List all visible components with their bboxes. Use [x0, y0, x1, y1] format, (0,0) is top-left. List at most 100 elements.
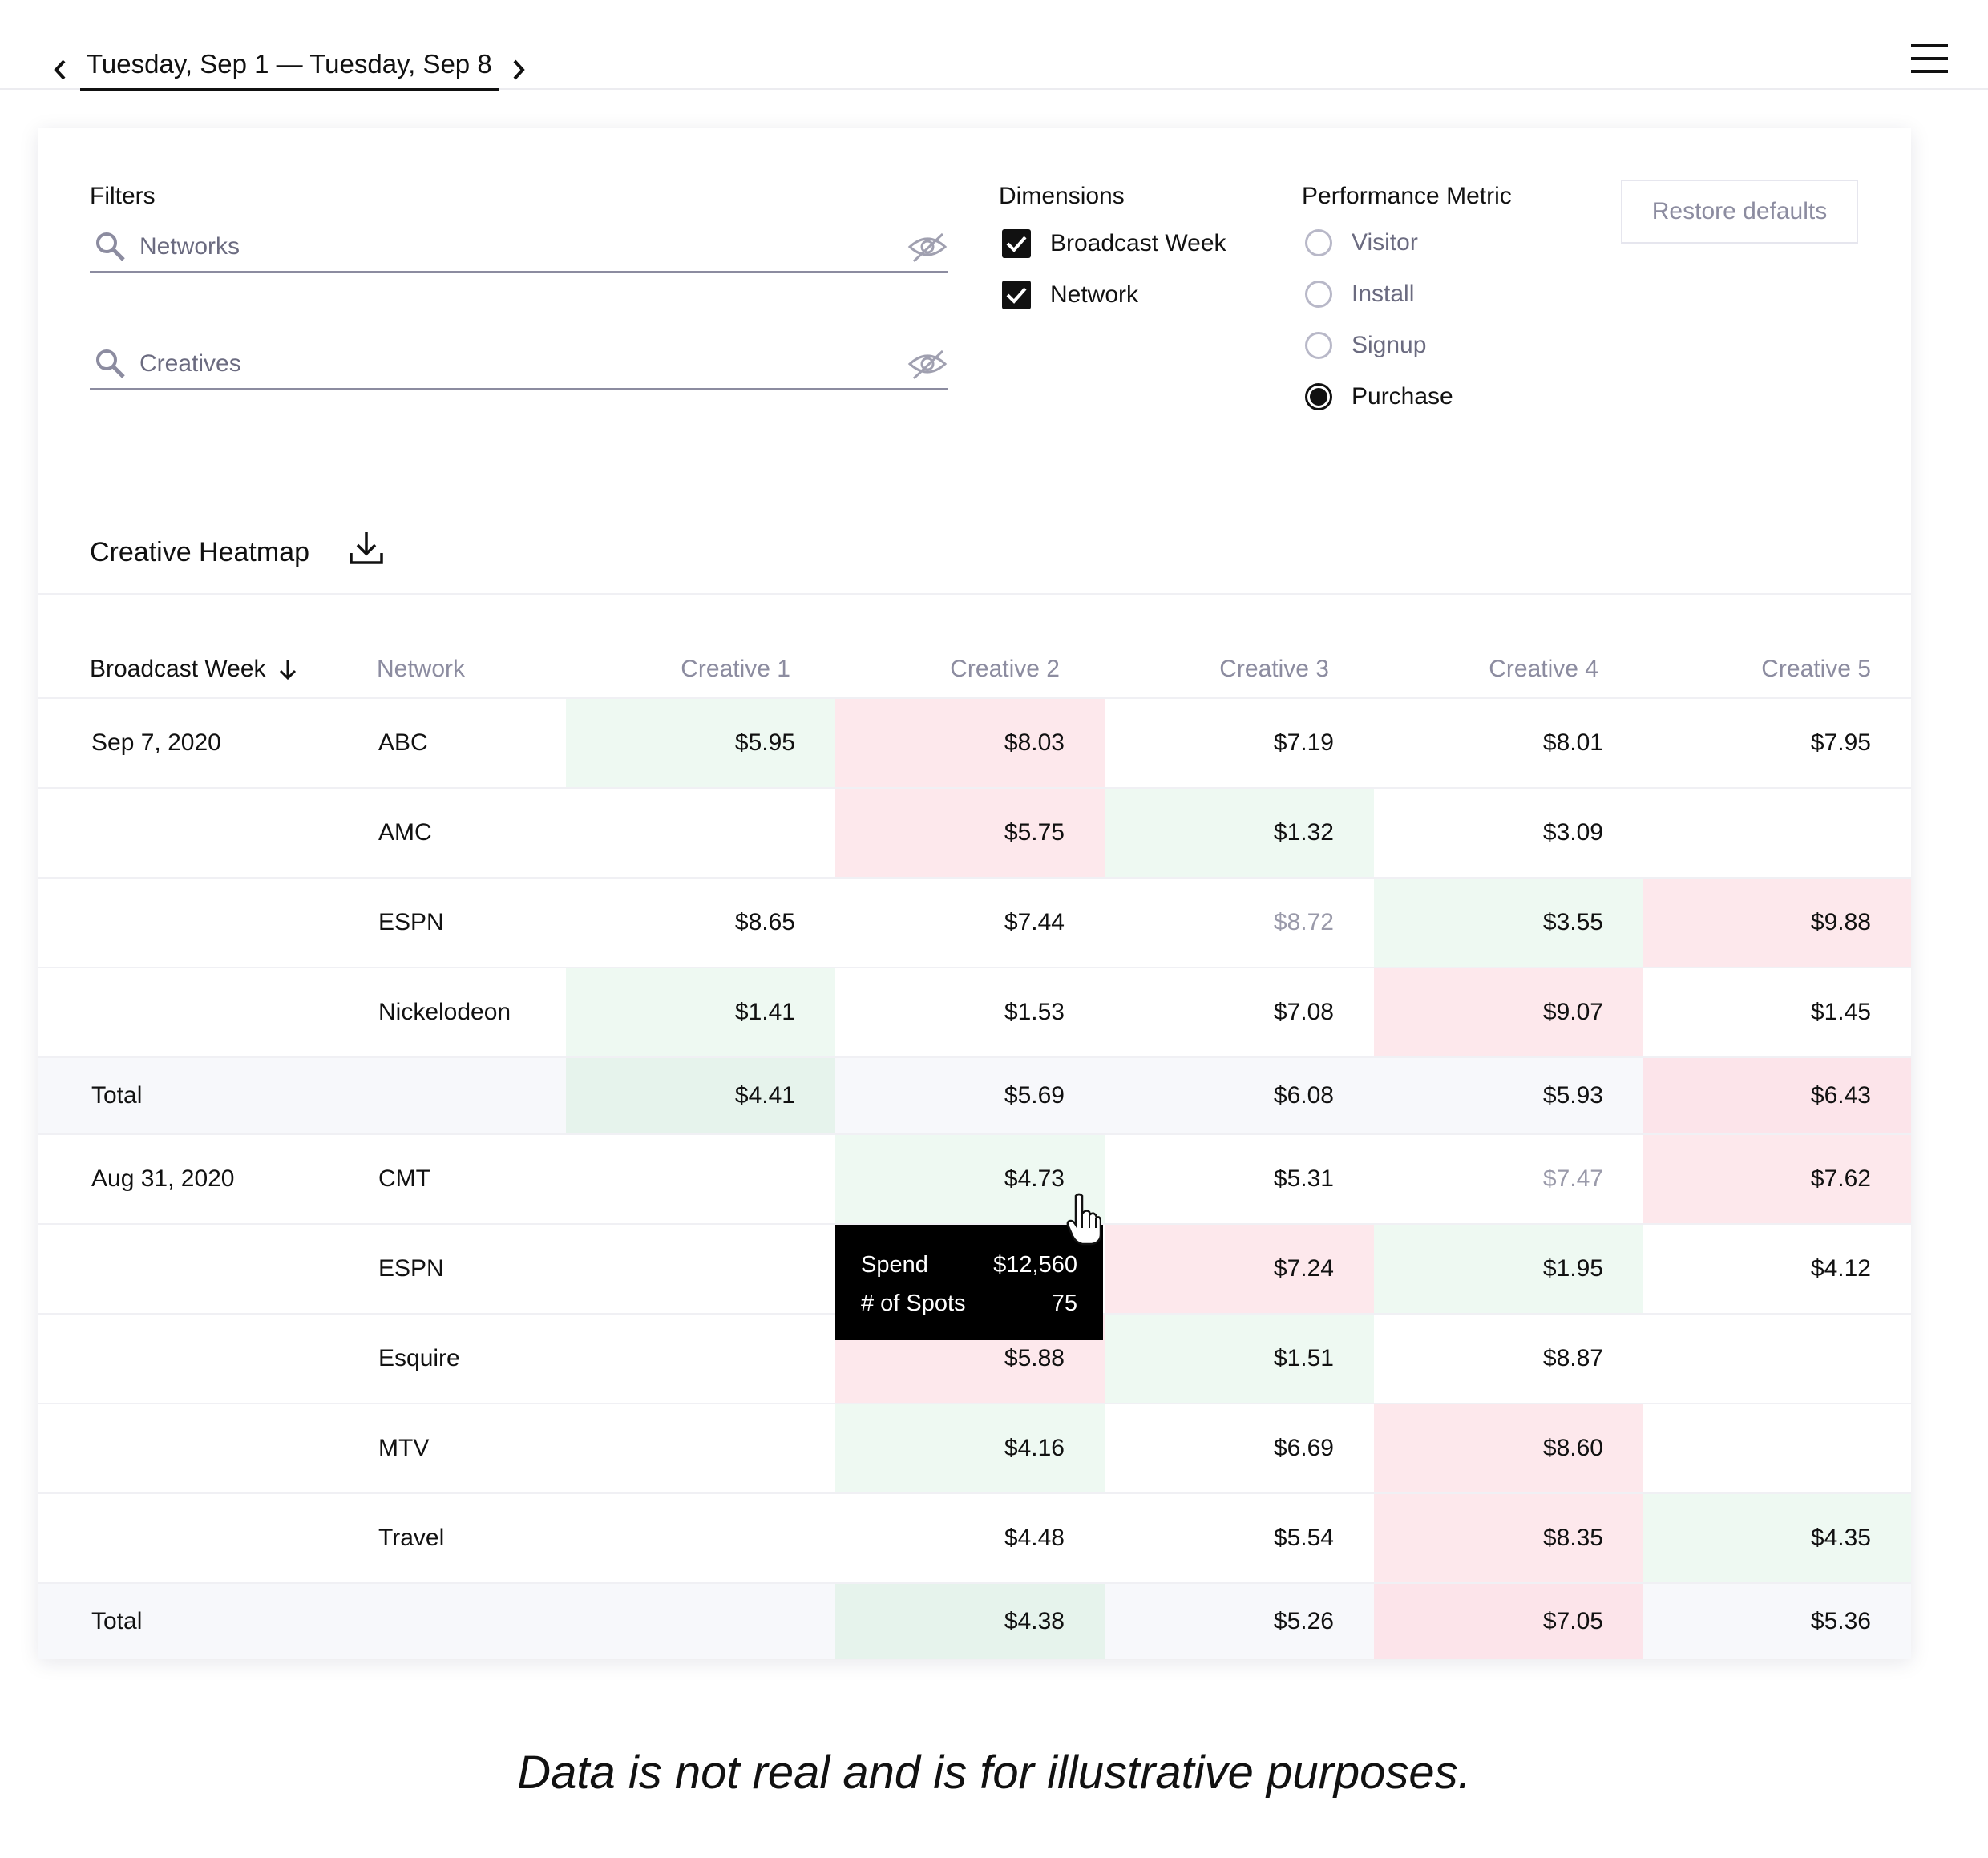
column-header-broadcast-week[interactable]: Broadcast Week: [90, 641, 330, 697]
heatmap-cell-creative-5[interactable]: [1643, 1404, 1911, 1492]
heatmap-cell-creative-3[interactable]: $8.72: [1273, 909, 1334, 935]
heatmap-cell-creative-3[interactable]: $7.08: [1273, 999, 1334, 1025]
chevron-left-icon[interactable]: [48, 54, 72, 86]
column-header-creative-3[interactable]: Creative 3: [1219, 656, 1329, 682]
metric-install-radio[interactable]: Install: [1305, 281, 1414, 308]
heatmap-cell-creative-2[interactable]: $7.44: [1004, 909, 1065, 935]
heatmap-cell-creative-2[interactable]: $8.03: [835, 699, 1105, 787]
heatmap-cell-creative-4[interactable]: $1.95: [1374, 1225, 1643, 1313]
heatmap-cell-creative-5[interactable]: $4.12: [1810, 1255, 1871, 1282]
heatmap-cell-creative-4[interactable]: $3.55: [1374, 879, 1643, 967]
heatmap-cell-creative-1[interactable]: $4.41: [566, 1058, 835, 1133]
heatmap-cell-creative-2[interactable]: $4.73: [835, 1135, 1105, 1223]
checkbox-checked-icon[interactable]: [1002, 229, 1031, 258]
table-total-row: Total $4.41 $5.69 $6.08 $5.93 $6.43: [38, 1056, 1911, 1133]
heatmap-cell-creative-3[interactable]: $6.69: [1273, 1435, 1334, 1461]
heatmap-cell-creative-5[interactable]: [1643, 1315, 1911, 1403]
table-row: Sep 7, 2020 ABC $5.95 $8.03 $7.19 $8.01 $7.95: [38, 697, 1911, 787]
heatmap-cell-creative-3[interactable]: $1.51: [1105, 1315, 1374, 1403]
heatmap-cell-creative-5[interactable]: [1643, 789, 1911, 877]
heatmap-cell-creative-3[interactable]: $5.54: [1273, 1525, 1334, 1551]
heatmap-cell-creative-2[interactable]: $4.38: [835, 1584, 1105, 1659]
column-header-network[interactable]: Network: [377, 656, 466, 682]
column-header-creative-5[interactable]: Creative 5: [1761, 656, 1871, 682]
dimension-broadcast-week-checkbox[interactable]: Broadcast Week: [1002, 229, 1226, 258]
eye-slash-icon[interactable]: [907, 346, 948, 382]
heatmap-cell-creative-5[interactable]: $6.43: [1643, 1058, 1911, 1133]
radio-unselected-icon[interactable]: [1305, 281, 1332, 308]
radio-unselected-icon[interactable]: [1305, 229, 1332, 256]
performance-metric-label: Performance Metric: [1302, 183, 1512, 209]
search-icon: [96, 232, 125, 261]
broadcast-week-cell: [91, 1315, 356, 1403]
heatmap-cell-creative-2[interactable]: $1.53: [1004, 999, 1065, 1025]
table-total-row: Total $4.38 $5.26 $7.05 $5.36: [38, 1582, 1911, 1659]
column-header-creative-1[interactable]: Creative 1: [681, 656, 790, 682]
download-icon[interactable]: [348, 529, 385, 566]
heatmap-cell-creative-1[interactable]: [566, 1315, 835, 1403]
tooltip-spend-label: Spend: [861, 1251, 928, 1278]
heatmap-cell-creative-1[interactable]: [566, 1584, 835, 1659]
column-header-creative-4[interactable]: Creative 4: [1489, 656, 1598, 682]
eye-slash-icon[interactable]: [907, 229, 948, 265]
date-range-label[interactable]: Tuesday, Sep 1 — Tuesday, Sep 8: [80, 48, 499, 91]
heatmap-cell-creative-4[interactable]: $8.87: [1542, 1345, 1603, 1371]
sort-descending-icon[interactable]: [277, 657, 298, 681]
heatmap-cell-creative-3[interactable]: $1.32: [1105, 789, 1374, 877]
heatmap-title: Creative Heatmap: [90, 537, 310, 567]
heatmap-cell-creative-4[interactable]: $9.07: [1374, 968, 1643, 1056]
heatmap-cell-creative-2[interactable]: $4.16: [835, 1404, 1105, 1492]
checkbox-checked-icon[interactable]: [1002, 281, 1031, 309]
radio-unselected-icon[interactable]: [1305, 332, 1332, 359]
networks-filter-input[interactable]: Networks: [90, 223, 948, 273]
heatmap-cell-creative-3[interactable]: $6.08: [1273, 1082, 1334, 1109]
heatmap-cell-creative-2[interactable]: $4.48: [1004, 1525, 1065, 1551]
table-row: Aug 31, 2020 CMT $4.73 $5.31 $7.47 $7.62: [38, 1133, 1911, 1223]
metric-visitor-radio[interactable]: Visitor: [1305, 229, 1418, 256]
table-row: ESPN $8.65 $7.44 $8.72 $3.55 $9.88: [38, 877, 1911, 967]
heatmap-cell-creative-2[interactable]: $5.69: [1004, 1082, 1065, 1109]
heatmap-cell-creative-5[interactable]: $1.45: [1810, 999, 1871, 1025]
heatmap-cell-creative-3[interactable]: $5.26: [1273, 1608, 1334, 1634]
heatmap-cell-creative-3[interactable]: $5.31: [1273, 1165, 1334, 1192]
heatmap-cell-creative-1[interactable]: $8.65: [734, 909, 795, 935]
heatmap-cell-creative-1[interactable]: [566, 1404, 835, 1492]
hand-pointer-cursor-icon: [1066, 1193, 1101, 1246]
heatmap-cell-creative-4[interactable]: $7.05: [1374, 1584, 1643, 1659]
heatmap-cell-creative-4[interactable]: $7.47: [1542, 1165, 1603, 1192]
heatmap-cell-creative-5[interactable]: $4.35: [1643, 1494, 1911, 1582]
radio-selected-icon[interactable]: [1305, 383, 1332, 410]
hamburger-menu-icon[interactable]: [1911, 44, 1948, 73]
heatmap-cell-creative-5[interactable]: $7.95: [1810, 729, 1871, 756]
creatives-filter-input[interactable]: Creatives: [90, 340, 948, 390]
metric-signup-radio[interactable]: Signup: [1305, 332, 1426, 359]
heatmap-cell-creative-4[interactable]: $8.01: [1542, 729, 1603, 756]
heatmap-cell-creative-5[interactable]: $9.88: [1643, 879, 1911, 967]
heatmap-cell-creative-5[interactable]: $7.62: [1643, 1135, 1911, 1223]
table-header: Broadcast Week Network Creative 1 Creati…: [38, 641, 1911, 697]
broadcast-week-cell: Sep 7, 2020: [91, 729, 221, 756]
heatmap-cell-creative-4[interactable]: $8.60: [1374, 1404, 1643, 1492]
metric-purchase-radio[interactable]: Purchase: [1305, 383, 1453, 410]
heatmap-cell-creative-1[interactable]: [566, 789, 835, 877]
creatives-placeholder: Creatives: [139, 350, 241, 377]
heatmap-cell-creative-2[interactable]: $5.75: [835, 789, 1105, 877]
heatmap-cell-creative-1[interactable]: $1.41: [566, 968, 835, 1056]
column-header-creative-2[interactable]: Creative 2: [950, 656, 1060, 682]
heatmap-cell-creative-1[interactable]: [566, 1135, 835, 1223]
date-range-picker[interactable]: Tuesday, Sep 1 — Tuesday, Sep 8: [48, 48, 531, 91]
heatmap-cell-creative-1[interactable]: [566, 1494, 835, 1582]
heatmap-cell-creative-4[interactable]: $8.35: [1374, 1494, 1643, 1582]
heatmap-cell-creative-1[interactable]: $5.95: [566, 699, 835, 787]
chevron-right-icon[interactable]: [507, 54, 531, 86]
network-cell: ESPN: [378, 909, 444, 935]
broadcast-week-cell: [91, 968, 356, 1056]
restore-defaults-button[interactable]: Restore defaults: [1621, 180, 1858, 244]
heatmap-cell-creative-4[interactable]: $3.09: [1542, 819, 1603, 846]
heatmap-cell-creative-4[interactable]: $5.93: [1542, 1082, 1603, 1109]
dimension-network-checkbox[interactable]: Network: [1002, 281, 1138, 309]
heatmap-cell-creative-5[interactable]: $5.36: [1810, 1608, 1871, 1634]
heatmap-cell-creative-3[interactable]: $7.24: [1105, 1225, 1374, 1313]
heatmap-cell-creative-1[interactable]: [566, 1225, 835, 1313]
heatmap-cell-creative-3[interactable]: $7.19: [1273, 729, 1334, 756]
